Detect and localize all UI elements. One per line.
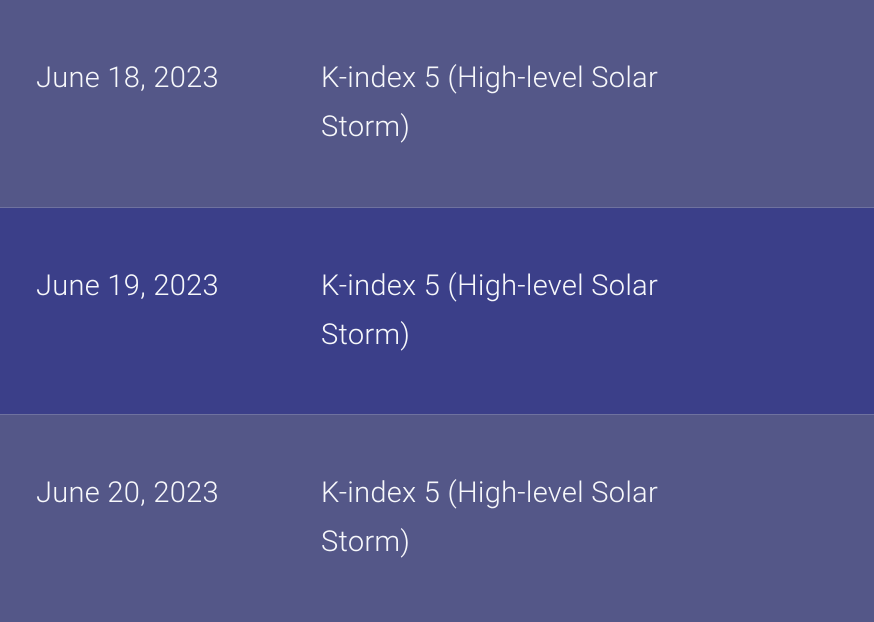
solar-storm-table: June 18, 2023 K-index 5 (High-level Sola…: [0, 0, 874, 622]
kindex-cell: K-index 5 (High-level Solar Storm): [285, 415, 874, 622]
kindex-cell: K-index 5 (High-level Solar Storm): [285, 0, 874, 207]
date-cell: June 19, 2023: [0, 208, 285, 415]
table-row: June 20, 2023 K-index 5 (High-level Sola…: [0, 415, 874, 622]
table-row: June 18, 2023 K-index 5 (High-level Sola…: [0, 0, 874, 208]
kindex-cell: K-index 5 (High-level Solar Storm): [285, 208, 874, 415]
date-cell: June 20, 2023: [0, 415, 285, 622]
date-cell: June 18, 2023: [0, 0, 285, 207]
table-row: June 19, 2023 K-index 5 (High-level Sola…: [0, 208, 874, 416]
